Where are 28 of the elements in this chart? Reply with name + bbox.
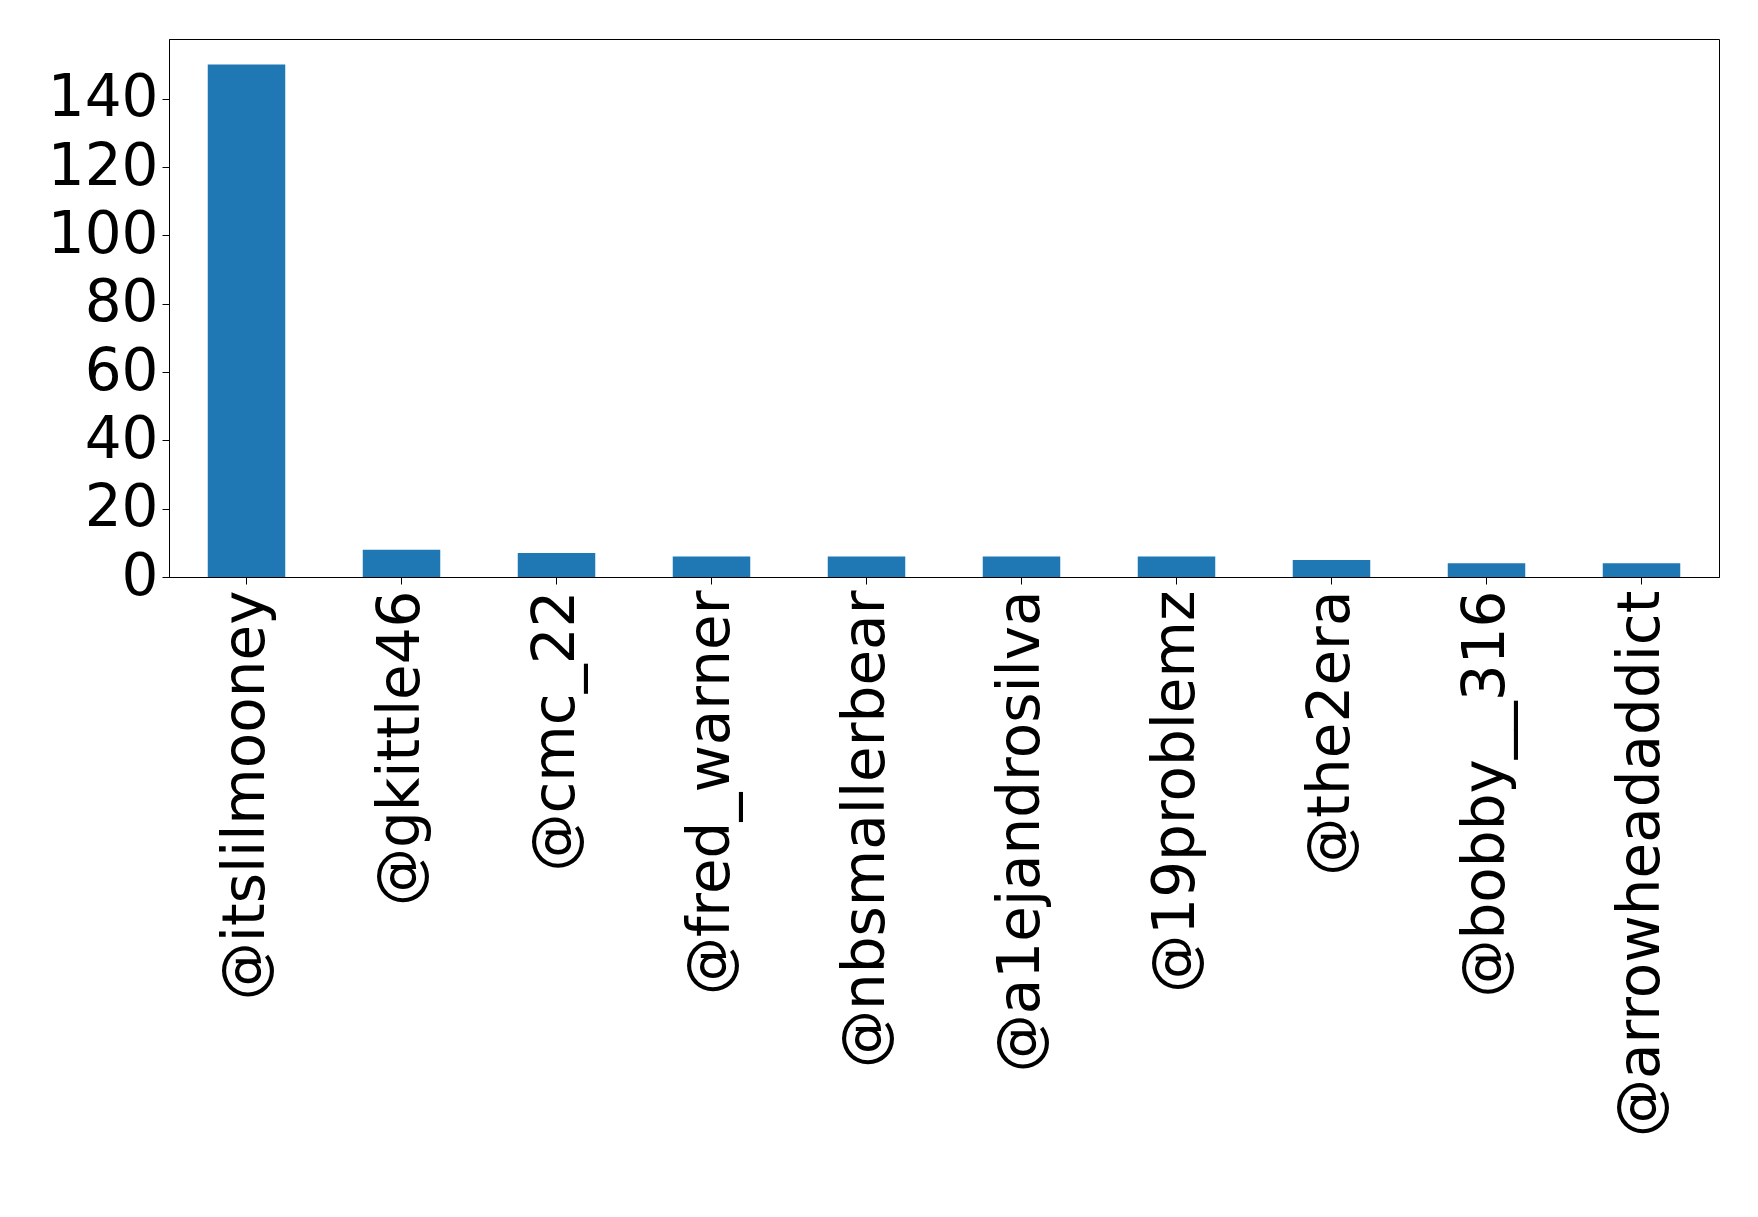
bar [1602,563,1681,577]
x-tick-label: @cmc_22 [519,590,588,872]
bar [207,64,286,577]
bar [362,549,441,577]
x-tick-label: @nbsmallerbear [829,590,898,1068]
x-tick-label: @gkittle46 [364,590,433,907]
y-tick-label: 140 [47,62,159,131]
x-tick-label: @fred_warner [674,590,743,996]
y-tick-label: 120 [47,130,159,199]
bar [827,556,906,577]
bar [672,556,751,577]
y-tick-label: 20 [84,472,159,541]
y-tick-label: 100 [47,198,159,267]
x-tick-label: @the2era [1294,590,1363,876]
bar [1292,559,1371,577]
x-tick-label: @a1ejandrosilva [984,590,1053,1073]
x-tick-label: @arrowheadaddict [1604,590,1673,1138]
y-tick-label: 40 [84,403,159,472]
x-tick-label: @19problemz [1139,590,1208,993]
bar [1137,556,1216,577]
bar [1447,563,1526,577]
bar [517,553,596,577]
x-tick-label: @itslilmooney [209,590,278,1001]
y-tick-label: 0 [121,540,159,609]
y-tick-label: 60 [84,335,159,404]
x-tick-label: @bobby__316 [1449,590,1518,998]
y-tick-label: 80 [84,267,159,336]
bar [982,556,1061,577]
